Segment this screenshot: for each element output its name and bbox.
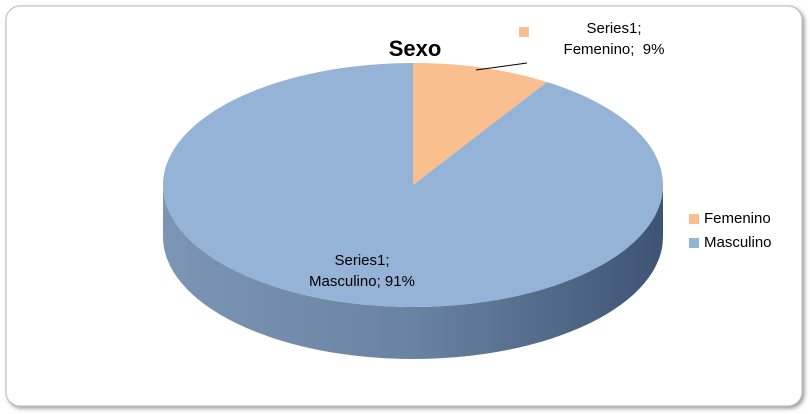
slice [413,63,547,185]
legend-label: Femenino [704,210,771,227]
slice [163,63,664,307]
chart-title: Sexo [389,36,442,61]
pie [163,63,664,359]
legend-key [689,214,699,224]
data-label-key [519,27,529,37]
leader-line [475,62,528,71]
legend-label: Masculino [704,234,772,251]
data-label: Series1; Femenino; 9% [563,20,665,58]
legend-key [689,238,699,248]
slice-side [163,185,663,359]
data-label: Series1; Masculino; 91% [309,252,415,290]
